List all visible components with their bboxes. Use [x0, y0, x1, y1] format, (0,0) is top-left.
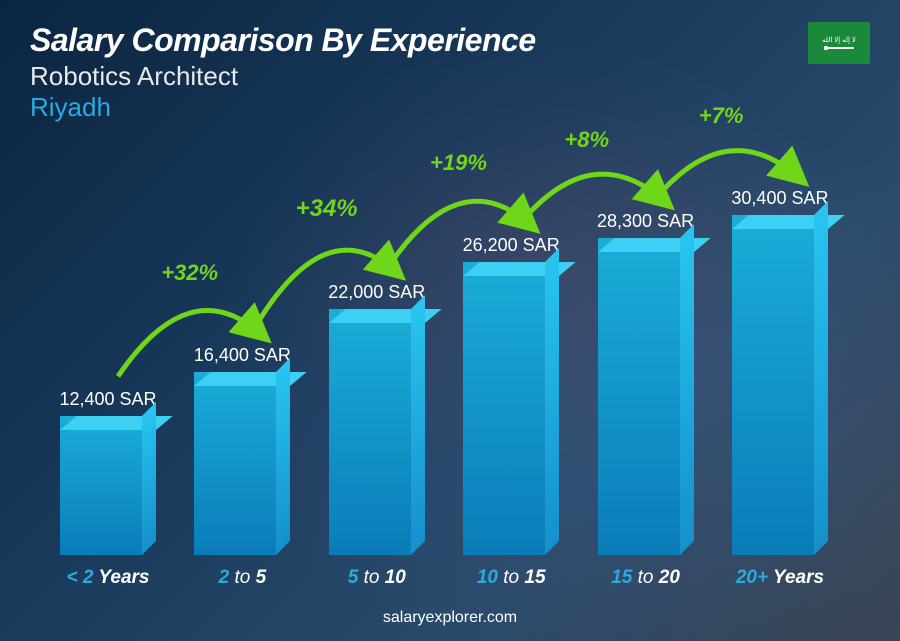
x-axis-label: 15 to 20 [582, 567, 710, 589]
bar-3d [60, 416, 156, 555]
bar-value-label: 22,000 SAR [328, 282, 425, 303]
flag-icon: لا إله إلا الله [808, 22, 870, 64]
growth-percent-label: +7% [699, 103, 744, 129]
bar-group: 28,300 SAR [582, 211, 710, 555]
bar-3d [598, 238, 694, 555]
x-axis-label: 2 to 5 [178, 567, 306, 589]
growth-percent-label: +34% [296, 195, 358, 223]
bar-value-label: 12,400 SAR [59, 389, 156, 410]
page-subtitle: Robotics Architect [30, 61, 536, 92]
bar-value-label: 26,200 SAR [463, 235, 560, 256]
bar-group: 22,000 SAR [313, 282, 441, 555]
bar-3d [732, 215, 828, 555]
bar-3d [463, 262, 559, 555]
x-axis-label: < 2 Years [44, 567, 172, 589]
growth-percent-label: +8% [564, 127, 609, 153]
x-axis-labels: < 2 Years 2 to 5 5 to 10 10 to 15 15 to 20 20… [44, 567, 844, 589]
x-axis-label: 10 to 15 [447, 567, 575, 589]
svg-text:لا إله إلا الله: لا إله إلا الله [822, 36, 856, 44]
bar-value-label: 16,400 SAR [194, 345, 291, 366]
bar-group: 26,200 SAR [447, 235, 575, 555]
bar-3d [329, 309, 425, 555]
bar-group: 16,400 SAR [178, 345, 306, 555]
x-axis-label: 20+ Years [716, 567, 844, 589]
bar-value-label: 28,300 SAR [597, 211, 694, 232]
bar-value-label: 30,400 SAR [731, 188, 828, 209]
bar-group: 30,400 SAR [716, 188, 844, 555]
bars-container: 12,400 SAR 16,400 SAR 22,000 SAR 26,200 SAR… [44, 115, 844, 555]
footer-credit: salaryexplorer.com [0, 609, 900, 627]
bar-3d [194, 372, 290, 555]
page-title: Salary Comparison By Experience [30, 22, 536, 59]
growth-percent-label: +19% [430, 150, 487, 176]
bar-group: 12,400 SAR [44, 389, 172, 555]
x-axis-label: 5 to 10 [313, 567, 441, 589]
growth-percent-label: +32% [161, 260, 218, 286]
salary-chart: 12,400 SAR 16,400 SAR 22,000 SAR 26,200 SAR… [44, 99, 844, 589]
